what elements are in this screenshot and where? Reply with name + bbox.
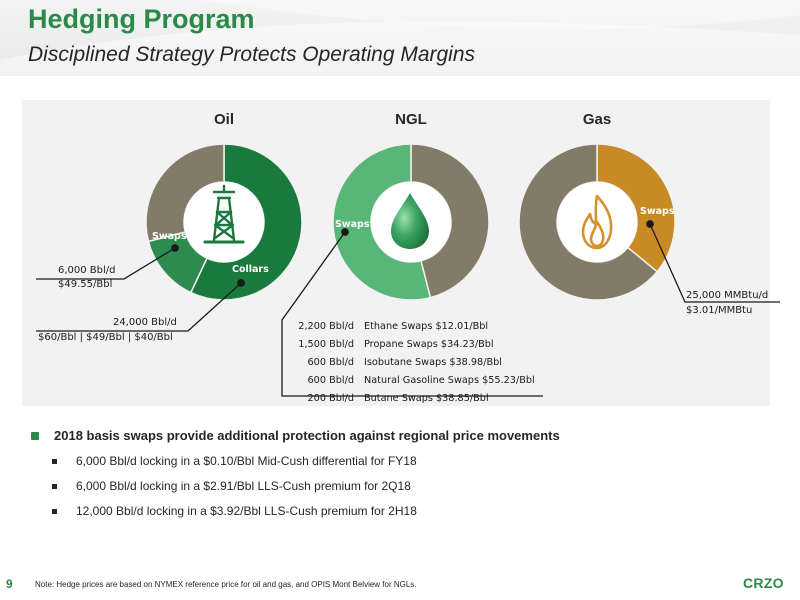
sub-bullet-marker-icon [52,483,57,489]
company-logo: CRZO [743,575,784,591]
ngl-row: 200 Bbl/d Butane Swaps $38.85/Bbl [282,393,535,411]
main-bullet-text: 2018 basis swaps provide additional prot… [54,428,560,443]
footnote: Note: Hedge prices are based on NYMEX re… [35,580,417,589]
oil-swaps-label: Swaps [152,231,187,242]
ngl-row: 2,200 Bbl/d Ethane Swaps $12.01/Bbl [282,321,535,339]
gas-segment-swaps [596,143,676,273]
main-bullet: 2018 basis swaps provide additional prot… [30,428,770,443]
oil-derrick-icon [203,184,245,244]
ngl-description: Propane Swaps $34.23/Bbl [364,339,494,350]
page-number: 9 [6,577,13,591]
bullet-list: 2018 basis swaps provide additional prot… [30,428,770,518]
ngl-volume: 2,200 Bbl/d [298,321,354,332]
ngl-chart-title: NGL [395,111,427,128]
ngl-description: Isobutane Swaps $38.98/Bbl [364,357,502,368]
page-title: Hedging Program [28,4,255,34]
sub-bullet-text: 6,000 Bbl/d locking in a $0.10/Bbl Mid-C… [76,454,417,468]
header-banner: Hedging Program Disciplined Strategy Pro… [0,0,800,76]
callout-lines [36,220,780,397]
sub-bullet-marker-icon [52,508,57,514]
gas-swaps-label: Swaps [640,206,675,217]
sub-bullet: 6,000 Bbl/d locking in a $2.91/Bbl LLS-C… [52,479,770,493]
ngl-volume: 1,500 Bbl/d [298,339,354,350]
bullet-marker-icon [31,431,39,440]
flame-icon [581,194,613,250]
oil-donut-hole [184,182,264,262]
oil-swaps-volume: 6,000 Bbl/d [58,265,116,276]
page-subtitle: Disciplined Strategy Protects Operating … [28,43,476,66]
oil-segment-collars [189,143,303,301]
droplet-icon [391,193,429,249]
oil-collars-volume: 24,000 Bbl/d [113,317,177,328]
ngl-description: Butane Swaps $38.85/Bbl [364,393,489,404]
gas-chart-title: Gas [582,111,612,128]
oil-chart-title: Oil [213,111,235,128]
sub-bullet-text: 6,000 Bbl/d locking in a $2.91/Bbl LLS-C… [76,479,411,493]
sub-bullet-marker-icon [52,458,57,464]
ngl-description: Natural Gasoline Swaps $55.23/Bbl [364,375,535,386]
header-swoosh-decoration [0,0,800,76]
ngl-row: 600 Bbl/d Isobutane Swaps $38.98/Bbl [282,357,535,375]
gas-swaps-price: $3.01/MMBtu [686,305,753,316]
ngl-row: 1,500 Bbl/d Propane Swaps $34.23/Bbl [282,339,535,357]
oil-collars-prices: $60/Bbl | $49/Bbl | $40/Bbl [38,332,173,343]
ngl-description: Ethane Swaps $12.01/Bbl [364,321,489,332]
ngl-volume: 600 Bbl/d [307,375,354,386]
sub-bullet-text: 12,000 Bbl/d locking in a $3.92/Bbl LLS-… [76,504,417,518]
oil-collars-label: Collars [232,264,269,275]
ngl-swaps-label: Swaps [335,219,370,230]
ngl-volume: 200 Bbl/d [307,393,354,404]
sub-bullet: 6,000 Bbl/d locking in a $0.10/Bbl Mid-C… [52,454,770,468]
ngl-swaps-table: 2,200 Bbl/d Ethane Swaps $12.01/Bbl 1,500… [282,321,535,411]
sub-bullet: 12,000 Bbl/d locking in a $3.92/Bbl LLS-… [52,504,770,518]
ngl-volume: 600 Bbl/d [307,357,354,368]
gas-swaps-volume: 25,000 MMBtu/d [686,290,769,301]
ngl-row: 600 Bbl/d Natural Gasoline Swaps $55.23/B… [282,375,535,393]
oil-swaps-price: $49.55/Bbl [58,279,113,290]
